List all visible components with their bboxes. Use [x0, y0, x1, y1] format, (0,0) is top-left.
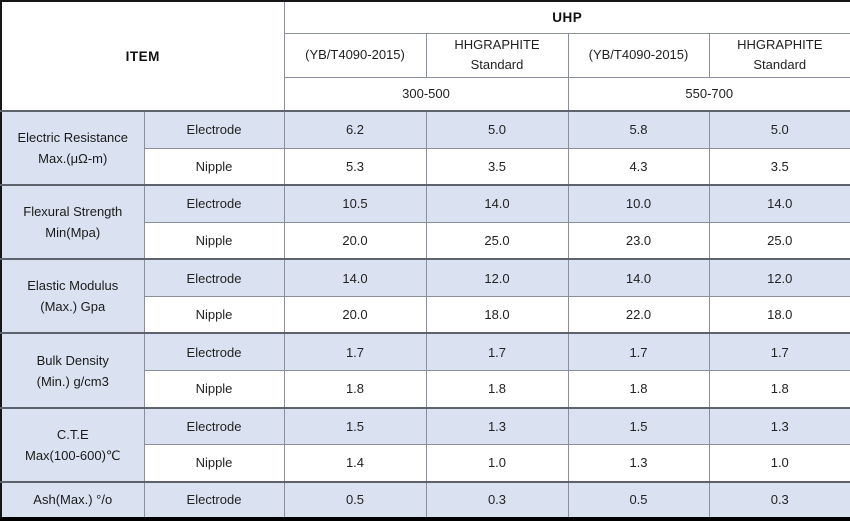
- standard-header-text: (YB/T4090-2015): [588, 47, 689, 62]
- value-cell: 4.3: [567, 147, 710, 186]
- value-cell: 1.8: [567, 370, 710, 409]
- subrow-label-nipple: Nipple: [143, 295, 285, 334]
- value-cell: 5.8: [567, 109, 710, 149]
- diameter-range-1: 300-500: [283, 76, 569, 112]
- subrow-label-nipple: Nipple: [143, 444, 285, 483]
- value-cell: 0.3: [425, 480, 569, 520]
- subrow-label-electrode: Electrode: [143, 406, 285, 446]
- table-row: Ash(Max.) °/o Electrode 0.5 0.3 0.5 0.3: [0, 480, 850, 520]
- value-cell: 0.5: [283, 480, 427, 520]
- value-cell: 12.0: [708, 258, 850, 297]
- standard-header-yb-2: (YB/T4090-2015): [567, 32, 710, 78]
- item-label-line: Min(Mpa): [45, 225, 101, 241]
- value-cell: 1.7: [708, 332, 850, 372]
- subrow-label-electrode: Electrode: [143, 258, 285, 297]
- subrow-label-electrode: Electrode: [143, 109, 285, 149]
- item-bulk-density: Bulk Density (Min.) g/cm3: [0, 332, 145, 409]
- value-cell: 3.5: [425, 147, 569, 186]
- value-cell: 1.3: [567, 444, 710, 483]
- value-cell: 14.0: [708, 184, 850, 223]
- value-cell: 1.8: [425, 370, 569, 409]
- value-cell: 0.3: [708, 480, 850, 520]
- value-cell: 1.7: [567, 332, 710, 372]
- item-label-line: Elastic Modulus: [27, 278, 119, 294]
- value-cell: 18.0: [425, 295, 569, 334]
- standard-header-hhgraphite-1: HHGRAPHITE Standard: [425, 32, 569, 78]
- value-cell: 6.2: [283, 109, 427, 149]
- value-cell: 23.0: [567, 221, 710, 260]
- value-cell: 3.5: [708, 147, 850, 186]
- value-cell: 10.0: [567, 184, 710, 223]
- value-cell: 1.5: [283, 406, 427, 446]
- value-cell: 5.0: [708, 109, 850, 149]
- standard-header-yb-1: (YB/T4090-2015): [283, 32, 427, 78]
- subrow-label-electrode: Electrode: [143, 184, 285, 223]
- value-cell: 1.0: [708, 444, 850, 483]
- table-row: Nipple 5.3 3.5 4.3 3.5: [1, 147, 850, 186]
- value-cell: 1.3: [708, 406, 850, 446]
- item-flexural-strength: Flexural Strength Min(Mpa): [0, 184, 145, 260]
- item-label-line: Electric Resistance: [17, 130, 129, 146]
- table-row: Flexural Strength Min(Mpa) Electrode 10.…: [0, 184, 850, 260]
- item-label-line: (Min.) g/cm3: [36, 373, 109, 389]
- value-cell: 25.0: [425, 221, 569, 260]
- table-row: C.T.E Max(100-600)℃ Electrode 1.5 1.3 1.…: [0, 406, 850, 483]
- table-row: Nipple 1.4 1.0 1.3 1.0: [1, 444, 850, 483]
- standard-header-text: HHGRAPHITE: [737, 37, 823, 52]
- uhp-grade-header: UHP: [283, 0, 850, 34]
- table-row: Nipple 20.0 25.0 23.0 25.0: [1, 221, 850, 260]
- value-cell: 1.5: [567, 406, 710, 446]
- subrow-label-electrode: Electrode: [143, 480, 285, 520]
- table-row: Elastic Modulus (Max.) Gpa Electrode 14.…: [0, 258, 850, 334]
- diameter-range-2: 550-700: [567, 76, 850, 112]
- item-label-line: C.T.E: [56, 426, 89, 442]
- subrow-label-nipple: Nipple: [143, 221, 285, 260]
- item-label-line: Ash(Max.) °/o: [33, 492, 113, 508]
- item-column-header: ITEM: [0, 0, 285, 112]
- value-cell: 1.0: [425, 444, 569, 483]
- value-cell: 18.0: [708, 295, 850, 334]
- value-cell: 20.0: [283, 295, 427, 334]
- value-cell: 1.3: [425, 406, 569, 446]
- value-cell: 10.5: [283, 184, 427, 223]
- value-cell: 12.0: [425, 258, 569, 297]
- subrow-label-nipple: Nipple: [143, 147, 285, 186]
- item-label-line: (Max.) Gpa: [40, 299, 106, 315]
- standard-header-text: HHGRAPHITE: [454, 37, 540, 52]
- value-cell: 1.7: [283, 332, 427, 372]
- value-cell: 1.8: [708, 370, 850, 409]
- standard-header-text: Standard: [470, 57, 524, 72]
- value-cell: 1.7: [425, 332, 569, 372]
- table-row: Nipple 20.0 18.0 22.0 18.0: [1, 295, 850, 334]
- subrow-label-nipple: Nipple: [143, 370, 285, 409]
- item-label-line: Bulk Density: [36, 352, 109, 368]
- value-cell: 1.8: [283, 370, 427, 409]
- value-cell: 5.0: [425, 109, 569, 149]
- item-elastic-modulus: Elastic Modulus (Max.) Gpa: [0, 258, 145, 334]
- value-cell: 14.0: [567, 258, 710, 297]
- item-label-line: Max.(μΩ-m): [38, 151, 108, 167]
- value-cell: 25.0: [708, 221, 850, 260]
- value-cell: 14.0: [425, 184, 569, 223]
- value-cell: 20.0: [283, 221, 427, 260]
- table-row: Electric Resistance Max.(μΩ-m) Electrode…: [0, 109, 850, 186]
- item-label-line: Max(100-600)℃: [24, 447, 121, 463]
- value-cell: 22.0: [567, 295, 710, 334]
- value-cell: 14.0: [283, 258, 427, 297]
- item-electric-resistance: Electric Resistance Max.(μΩ-m): [0, 109, 145, 186]
- value-cell: 0.5: [567, 480, 710, 520]
- subrow-label-electrode: Electrode: [143, 332, 285, 372]
- standard-header-text: Standard: [753, 57, 807, 72]
- item-ash: Ash(Max.) °/o: [0, 480, 145, 520]
- standard-header-hhgraphite-2: HHGRAPHITE Standard: [708, 32, 850, 78]
- standard-header-text: (YB/T4090-2015): [305, 47, 405, 62]
- value-cell: 5.3: [283, 147, 427, 186]
- table-row: Bulk Density (Min.) g/cm3 Electrode 1.7 …: [0, 332, 850, 409]
- item-label-line: Flexural Strength: [23, 204, 123, 220]
- value-cell: 1.4: [283, 444, 427, 483]
- item-cte: C.T.E Max(100-600)℃: [0, 406, 145, 483]
